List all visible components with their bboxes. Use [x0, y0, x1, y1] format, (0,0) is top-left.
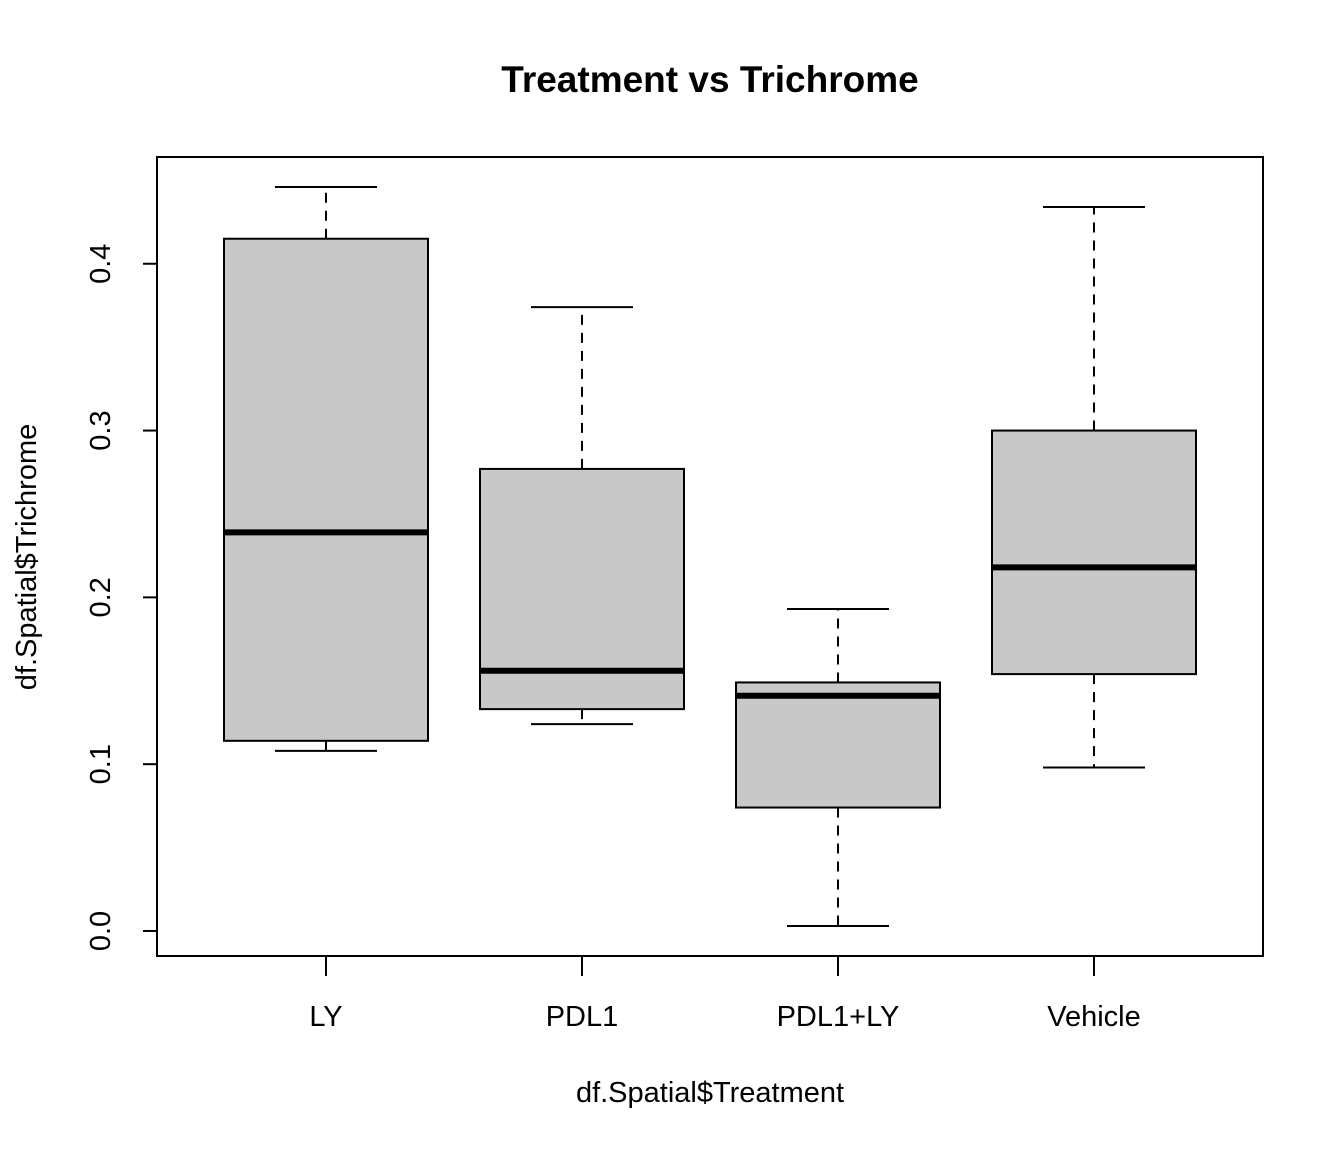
x-tick-label: PDL1: [546, 1001, 619, 1033]
y-tick-label: 0.4: [85, 244, 117, 284]
box-ly: [223, 186, 429, 752]
y-tick-label: 0.3: [85, 410, 117, 450]
y-tick-label: 0.0: [85, 911, 117, 951]
x-tick-label: LY: [309, 1001, 342, 1033]
chart-title: Treatment vs Trichrome: [501, 59, 918, 100]
x-axis-label: df.Spatial$Treatment: [576, 1077, 844, 1109]
y-tick-label: 0.1: [85, 744, 117, 784]
box-group: [223, 186, 1197, 927]
box-vehicle: [991, 206, 1197, 769]
y-axis-label: df.Spatial$Trichrome: [11, 424, 43, 690]
box-pdl1-ly: [735, 608, 941, 927]
y-tick-label: 0.2: [85, 577, 117, 617]
x-tick-label: PDL1+LY: [777, 1001, 900, 1033]
y-axis: 0.0 0.1 0.2 0.3 0.4: [85, 244, 157, 951]
x-axis: LY PDL1 PDL1+LY Vehicle: [309, 956, 1141, 1033]
iqr-box: [735, 681, 941, 809]
iqr-box: [223, 237, 429, 742]
x-tick-label: Vehicle: [1047, 1001, 1141, 1033]
plot-frame: [156, 156, 1264, 957]
iqr-box: [991, 429, 1197, 676]
box-pdl1: [479, 306, 685, 726]
